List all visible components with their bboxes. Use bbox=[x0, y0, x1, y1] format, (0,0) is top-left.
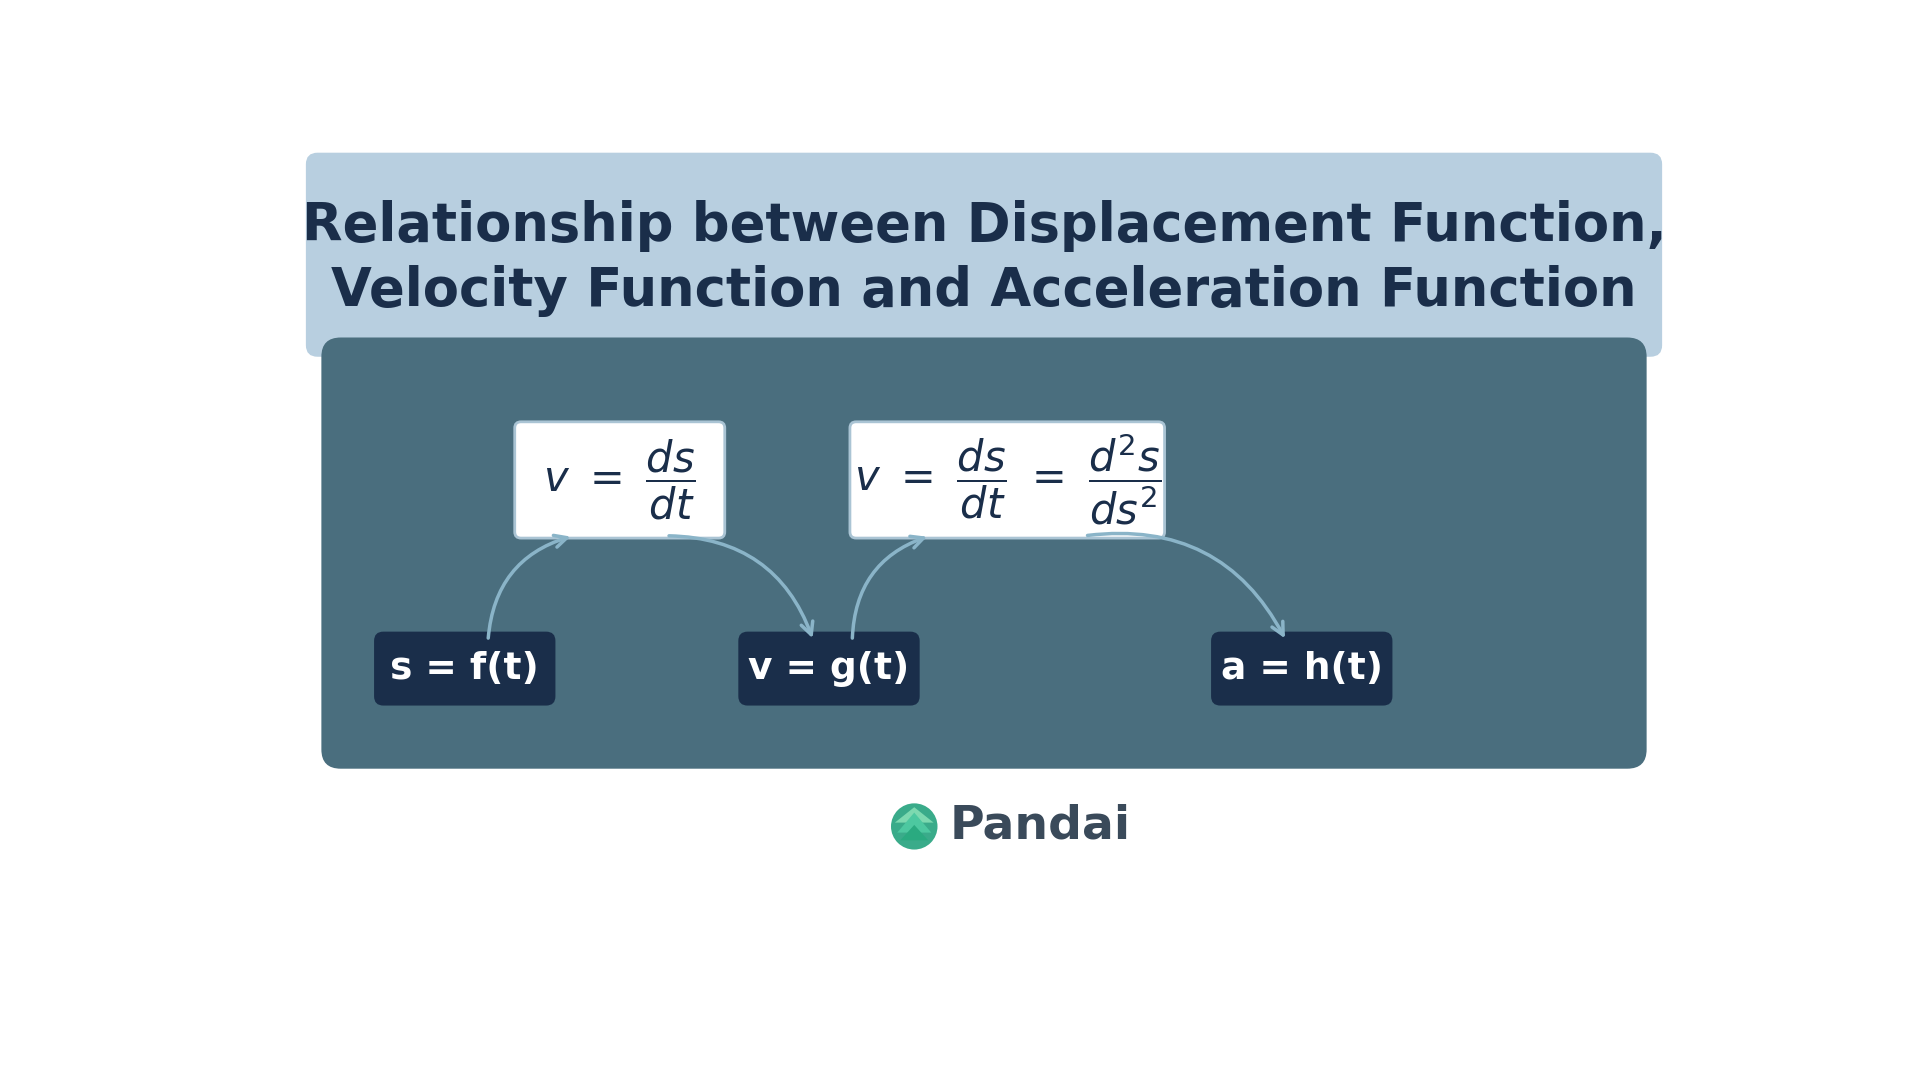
FancyBboxPatch shape bbox=[739, 632, 920, 705]
Text: Velocity Function and Acceleration Function: Velocity Function and Acceleration Funct… bbox=[330, 266, 1638, 318]
Polygon shape bbox=[897, 812, 931, 833]
Text: a = h(t): a = h(t) bbox=[1221, 650, 1382, 687]
Text: Relationship between Displacement Function,: Relationship between Displacement Functi… bbox=[301, 200, 1667, 252]
FancyBboxPatch shape bbox=[851, 422, 1165, 538]
Text: $v\ =\ \dfrac{ds}{dt}\ =\ \dfrac{d^2s}{ds^2}$: $v\ =\ \dfrac{ds}{dt}\ =\ \dfrac{d^2s}{d… bbox=[854, 432, 1162, 527]
Polygon shape bbox=[895, 807, 933, 823]
FancyBboxPatch shape bbox=[515, 422, 724, 538]
FancyBboxPatch shape bbox=[305, 152, 1663, 356]
Text: v = g(t): v = g(t) bbox=[749, 650, 910, 687]
FancyBboxPatch shape bbox=[1212, 632, 1392, 705]
Text: Pandai: Pandai bbox=[948, 804, 1131, 849]
Polygon shape bbox=[900, 825, 927, 840]
Text: s = f(t): s = f(t) bbox=[390, 650, 540, 687]
Circle shape bbox=[891, 804, 937, 850]
FancyBboxPatch shape bbox=[321, 337, 1647, 769]
FancyBboxPatch shape bbox=[374, 632, 555, 705]
Text: $v\ =\ \dfrac{ds}{dt}$: $v\ =\ \dfrac{ds}{dt}$ bbox=[543, 437, 697, 522]
